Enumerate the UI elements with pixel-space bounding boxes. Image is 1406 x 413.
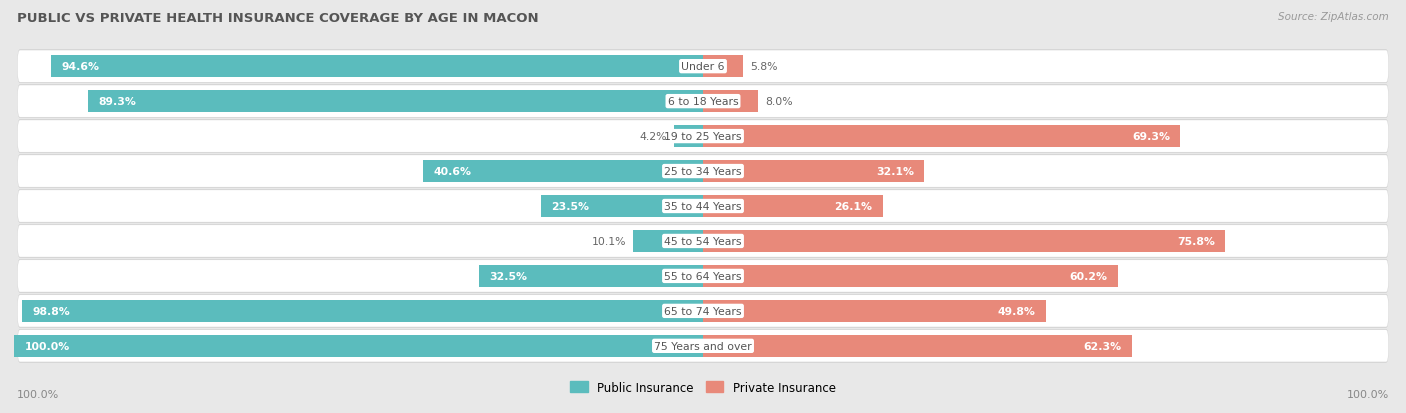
Text: 8.0%: 8.0%	[765, 97, 793, 107]
Bar	[423, 161, 703, 183]
Text: 75 Years and over: 75 Years and over	[654, 341, 752, 351]
FancyBboxPatch shape	[17, 120, 1389, 154]
Text: 26.1%: 26.1%	[835, 202, 873, 211]
Text: 5.8%: 5.8%	[749, 62, 778, 72]
Bar	[14, 335, 703, 357]
Text: 69.3%: 69.3%	[1132, 132, 1170, 142]
FancyBboxPatch shape	[17, 225, 1389, 257]
Text: 45 to 54 Years: 45 to 54 Years	[664, 236, 742, 247]
Bar	[22, 300, 703, 322]
FancyBboxPatch shape	[17, 295, 1389, 327]
Bar	[87, 91, 703, 113]
Text: Source: ZipAtlas.com: Source: ZipAtlas.com	[1278, 12, 1389, 22]
Text: 89.3%: 89.3%	[98, 97, 136, 107]
Bar	[634, 230, 703, 252]
Bar	[703, 335, 1132, 357]
Text: 40.6%: 40.6%	[433, 166, 471, 177]
Bar	[541, 196, 703, 217]
Legend: Public Insurance, Private Insurance: Public Insurance, Private Insurance	[565, 376, 841, 399]
Text: 32.5%: 32.5%	[489, 271, 527, 281]
FancyBboxPatch shape	[17, 329, 1389, 363]
Text: 35 to 44 Years: 35 to 44 Years	[664, 202, 742, 211]
Text: 6 to 18 Years: 6 to 18 Years	[668, 97, 738, 107]
Text: 65 to 74 Years: 65 to 74 Years	[664, 306, 742, 316]
Bar	[479, 266, 703, 287]
Bar	[51, 56, 703, 78]
Text: 100.0%: 100.0%	[24, 341, 70, 351]
Text: 62.3%: 62.3%	[1084, 341, 1122, 351]
Text: 10.1%: 10.1%	[592, 236, 627, 247]
Bar	[673, 126, 703, 147]
Text: 4.2%: 4.2%	[640, 132, 668, 142]
Text: 23.5%: 23.5%	[551, 202, 589, 211]
FancyBboxPatch shape	[17, 50, 1389, 84]
FancyBboxPatch shape	[17, 190, 1389, 223]
Bar	[703, 56, 742, 78]
Text: Under 6: Under 6	[682, 62, 724, 72]
FancyBboxPatch shape	[17, 190, 1389, 223]
FancyBboxPatch shape	[17, 86, 1389, 118]
Text: 55 to 64 Years: 55 to 64 Years	[664, 271, 742, 281]
FancyBboxPatch shape	[17, 294, 1389, 328]
Text: 19 to 25 Years: 19 to 25 Years	[664, 132, 742, 142]
Bar	[703, 126, 1181, 147]
FancyBboxPatch shape	[17, 121, 1389, 153]
FancyBboxPatch shape	[17, 155, 1389, 188]
FancyBboxPatch shape	[17, 51, 1389, 83]
Text: 100.0%: 100.0%	[17, 389, 59, 399]
Text: 75.8%: 75.8%	[1177, 236, 1215, 247]
Bar	[703, 91, 758, 113]
Bar	[703, 196, 883, 217]
Bar	[703, 300, 1046, 322]
Text: 32.1%: 32.1%	[876, 166, 914, 177]
Text: PUBLIC VS PRIVATE HEALTH INSURANCE COVERAGE BY AGE IN MACON: PUBLIC VS PRIVATE HEALTH INSURANCE COVER…	[17, 12, 538, 25]
FancyBboxPatch shape	[17, 260, 1389, 292]
FancyBboxPatch shape	[17, 330, 1389, 362]
FancyBboxPatch shape	[17, 156, 1389, 188]
Bar	[703, 266, 1118, 287]
FancyBboxPatch shape	[17, 259, 1389, 293]
FancyBboxPatch shape	[17, 85, 1389, 119]
Text: 60.2%: 60.2%	[1070, 271, 1108, 281]
Bar	[703, 161, 924, 183]
FancyBboxPatch shape	[17, 225, 1389, 258]
Text: 94.6%: 94.6%	[62, 62, 100, 72]
Text: 100.0%: 100.0%	[1347, 389, 1389, 399]
Bar	[703, 230, 1225, 252]
Text: 98.8%: 98.8%	[32, 306, 70, 316]
Text: 49.8%: 49.8%	[998, 306, 1036, 316]
Text: 25 to 34 Years: 25 to 34 Years	[664, 166, 742, 177]
